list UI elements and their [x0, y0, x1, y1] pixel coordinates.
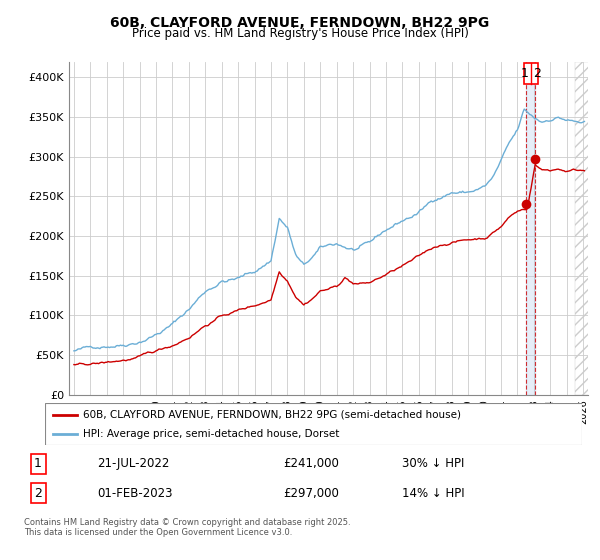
- Text: 2: 2: [533, 67, 541, 80]
- Text: 21-JUL-2022: 21-JUL-2022: [97, 457, 170, 470]
- Text: 01-FEB-2023: 01-FEB-2023: [97, 487, 173, 500]
- Text: £297,000: £297,000: [283, 487, 340, 500]
- Text: 14% ↓ HPI: 14% ↓ HPI: [402, 487, 464, 500]
- FancyBboxPatch shape: [45, 403, 582, 445]
- Text: 1: 1: [521, 67, 529, 80]
- Text: 1: 1: [34, 457, 42, 470]
- Text: 2: 2: [34, 487, 42, 500]
- Text: 60B, CLAYFORD AVENUE, FERNDOWN, BH22 9PG: 60B, CLAYFORD AVENUE, FERNDOWN, BH22 9PG: [110, 16, 490, 30]
- Text: Price paid vs. HM Land Registry's House Price Index (HPI): Price paid vs. HM Land Registry's House …: [131, 27, 469, 40]
- Text: £241,000: £241,000: [283, 457, 340, 470]
- Bar: [524, 63, 538, 84]
- Text: 30% ↓ HPI: 30% ↓ HPI: [402, 457, 464, 470]
- Bar: [526, 62, 535, 395]
- Text: 60B, CLAYFORD AVENUE, FERNDOWN, BH22 9PG (semi-detached house): 60B, CLAYFORD AVENUE, FERNDOWN, BH22 9PG…: [83, 409, 461, 419]
- Text: HPI: Average price, semi-detached house, Dorset: HPI: Average price, semi-detached house,…: [83, 429, 339, 439]
- Text: Contains HM Land Registry data © Crown copyright and database right 2025.
This d: Contains HM Land Registry data © Crown c…: [24, 518, 350, 538]
